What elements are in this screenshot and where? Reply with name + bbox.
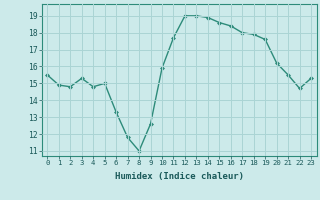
X-axis label: Humidex (Indice chaleur): Humidex (Indice chaleur) bbox=[115, 172, 244, 181]
